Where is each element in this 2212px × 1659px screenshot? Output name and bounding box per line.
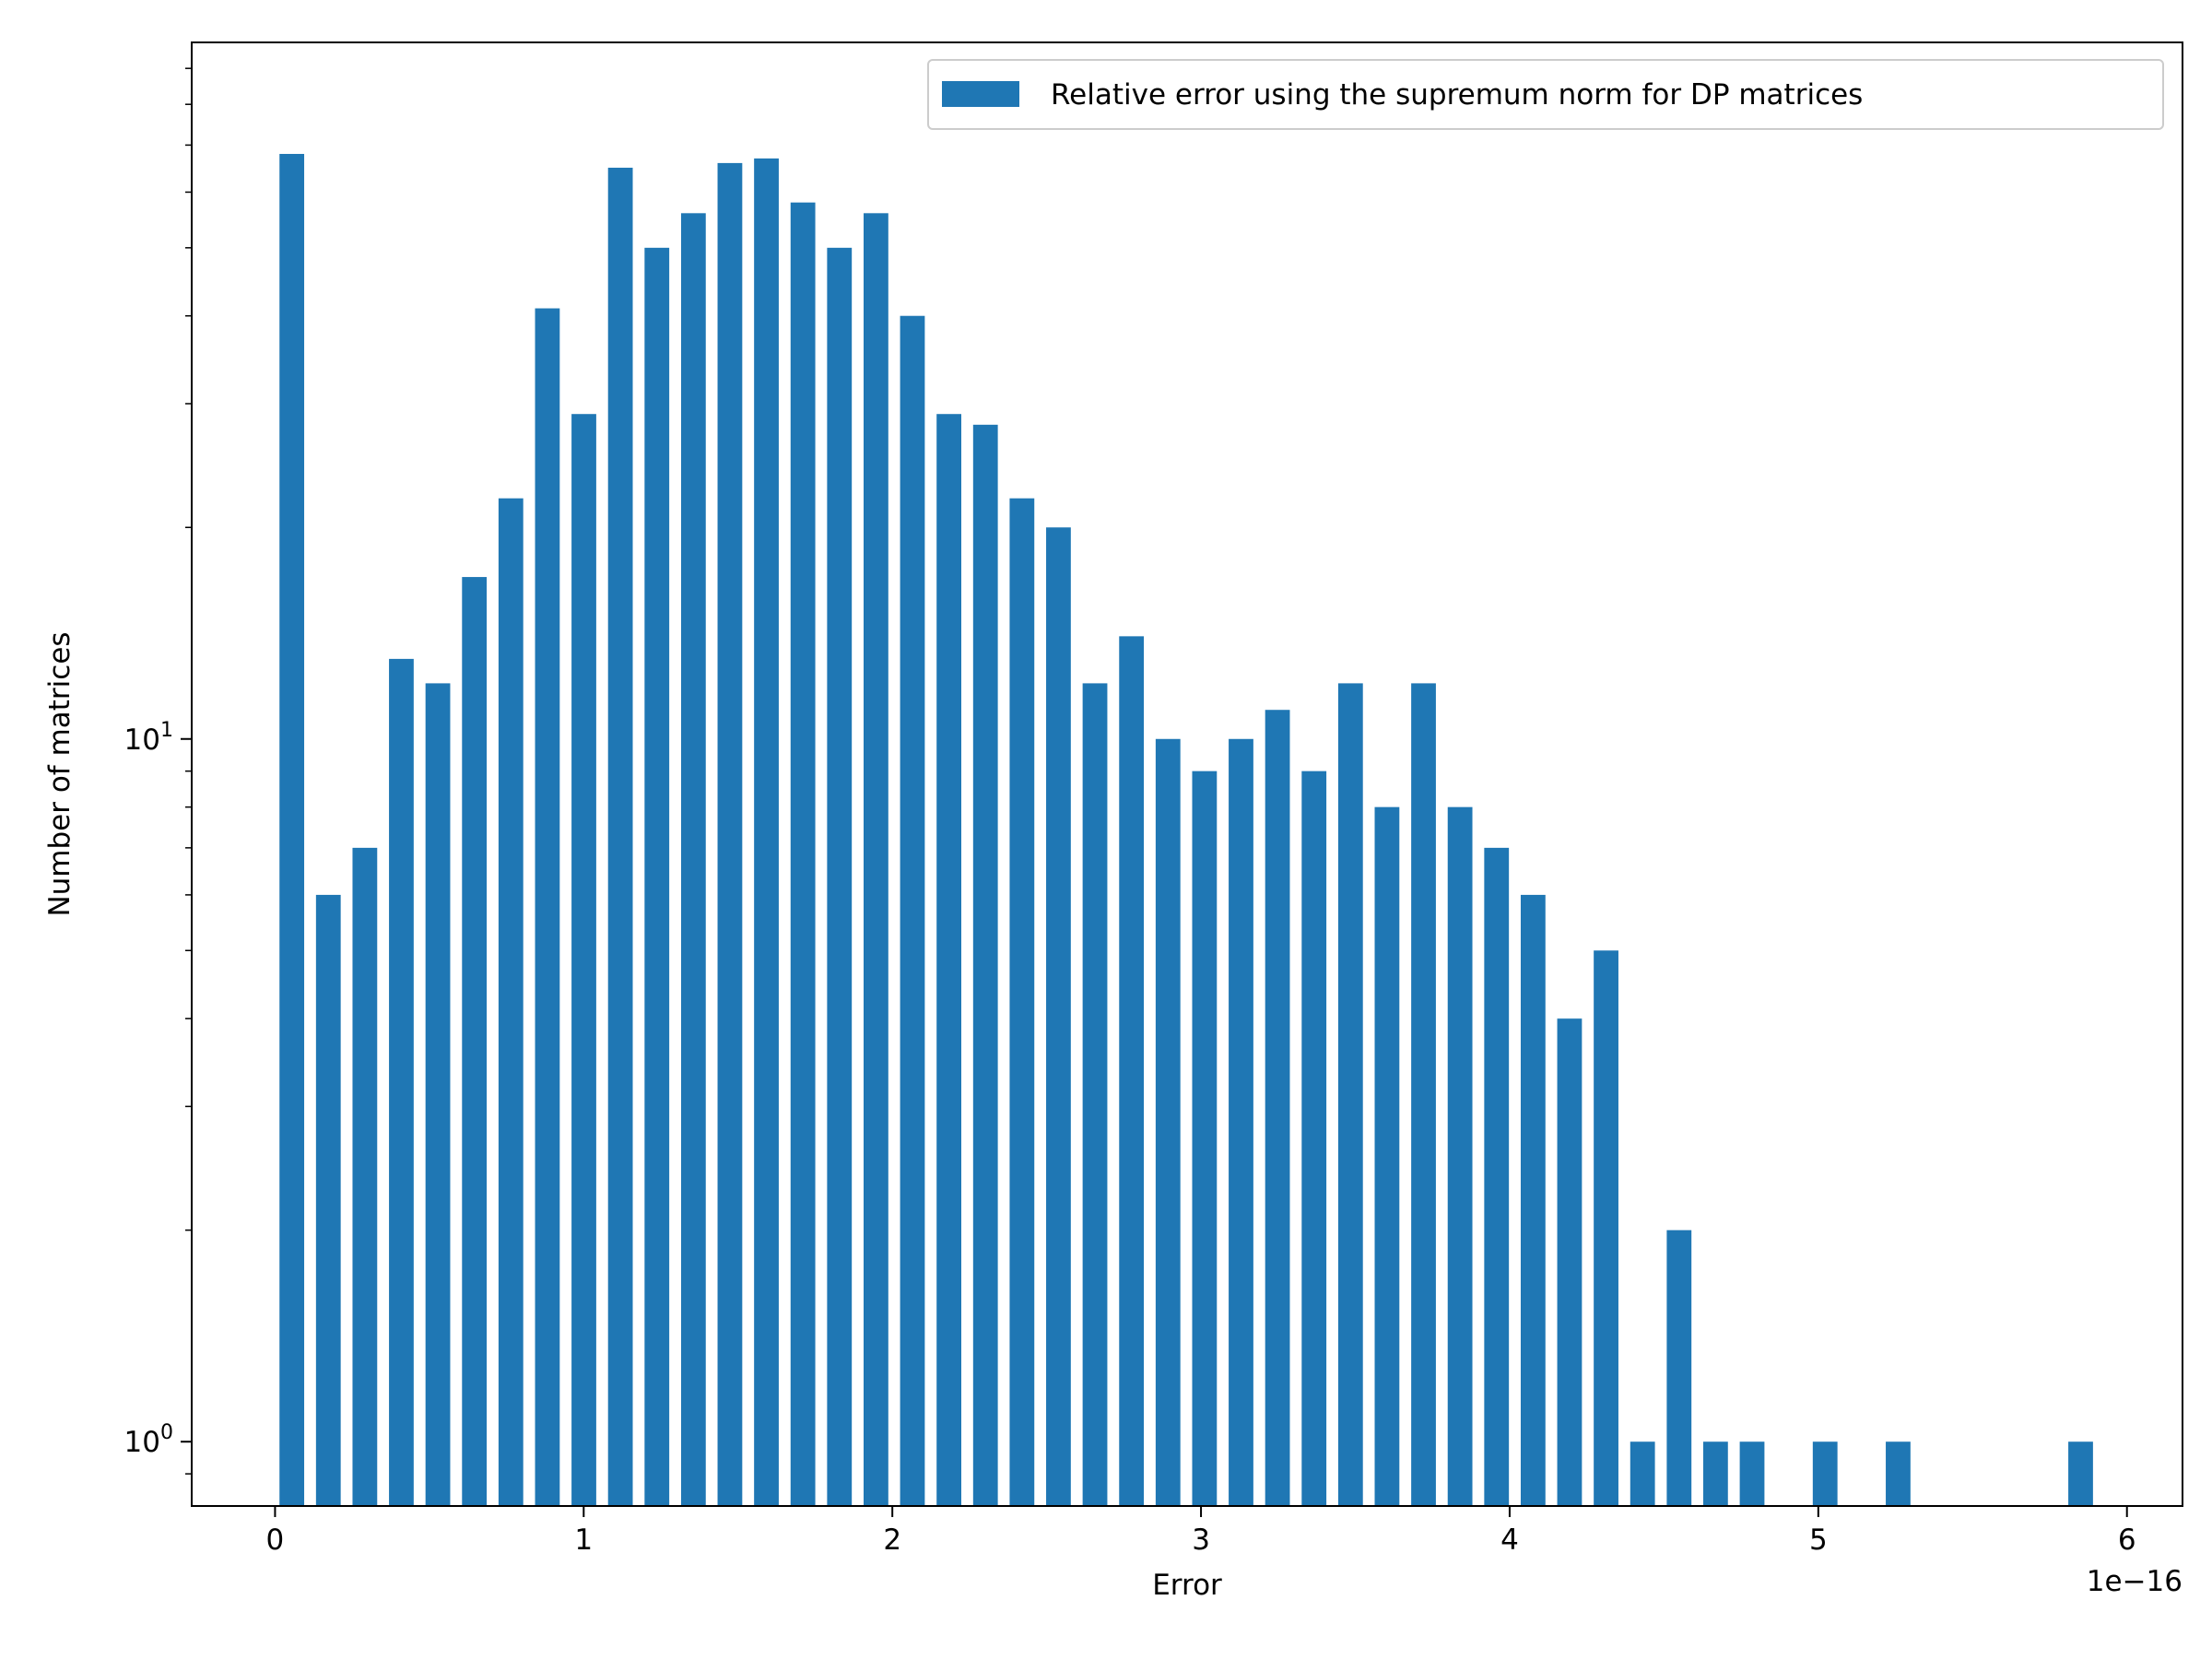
bar [1520, 894, 1546, 1506]
bar [1229, 738, 1253, 1506]
x-tick-label: 1 [574, 1524, 593, 1557]
bar [1009, 498, 1035, 1507]
bar [279, 154, 305, 1506]
legend-swatch [942, 81, 1019, 107]
bar [1739, 1441, 1765, 1506]
bar [315, 894, 341, 1506]
bar [644, 247, 670, 1507]
x-tick-label: 4 [1500, 1524, 1519, 1557]
bar [1447, 806, 1473, 1506]
x-axis-ticks: 0 1 2 3 4 5 6 [266, 1506, 2136, 1557]
bar [790, 202, 816, 1507]
bar [1411, 683, 1436, 1506]
bar [535, 308, 560, 1506]
bar [1301, 771, 1327, 1506]
bar [1702, 1441, 1728, 1506]
bar [936, 414, 961, 1507]
y-tick-label: 101 [124, 719, 173, 757]
bar [2068, 1441, 2093, 1506]
bar [754, 158, 779, 1506]
bar [1119, 636, 1145, 1506]
bar [680, 213, 706, 1506]
bar [1886, 1441, 1911, 1506]
x-axis-offset-label: 1e−16 [2087, 1565, 2183, 1598]
x-tick-label: 0 [266, 1524, 285, 1557]
bar [389, 658, 414, 1506]
bar [1192, 771, 1218, 1506]
bar [900, 315, 925, 1507]
bar [864, 213, 888, 1506]
legend-box [927, 59, 2164, 130]
bar [1046, 527, 1071, 1506]
x-tick-label: 5 [1809, 1524, 1828, 1557]
bar [1337, 683, 1363, 1506]
bar [1630, 1441, 1655, 1506]
y-tick-label: 100 [124, 1421, 173, 1459]
bar [827, 247, 853, 1507]
bar [1484, 847, 1510, 1506]
bar [607, 167, 633, 1507]
bar [1812, 1441, 1838, 1506]
bar [498, 498, 524, 1507]
x-tick-label: 3 [1192, 1524, 1210, 1557]
bar-group [279, 154, 2093, 1507]
x-tick-label: 2 [883, 1524, 901, 1557]
bar [717, 162, 743, 1506]
bar [462, 577, 488, 1506]
x-tick-label: 6 [2118, 1524, 2136, 1557]
y-axis-ticks: 100 101 [124, 67, 192, 1475]
bar [1666, 1230, 1692, 1506]
bar [1594, 950, 1618, 1506]
bar [1265, 710, 1290, 1506]
bar [1155, 738, 1181, 1506]
bar [352, 847, 378, 1506]
bar [571, 414, 596, 1507]
bar [972, 424, 998, 1507]
x-axis-label: Error [1152, 1569, 1222, 1602]
bar [1374, 806, 1400, 1506]
legend-label: Relative error using the supremum norm f… [1051, 78, 1863, 112]
bar [425, 683, 451, 1506]
bar [1082, 683, 1108, 1506]
axes-frame [191, 41, 2183, 1507]
y-axis-label: Number of matrices [43, 631, 76, 916]
bar [1557, 1018, 1583, 1506]
legend: Relative error using the supremum norm f… [927, 59, 2164, 130]
